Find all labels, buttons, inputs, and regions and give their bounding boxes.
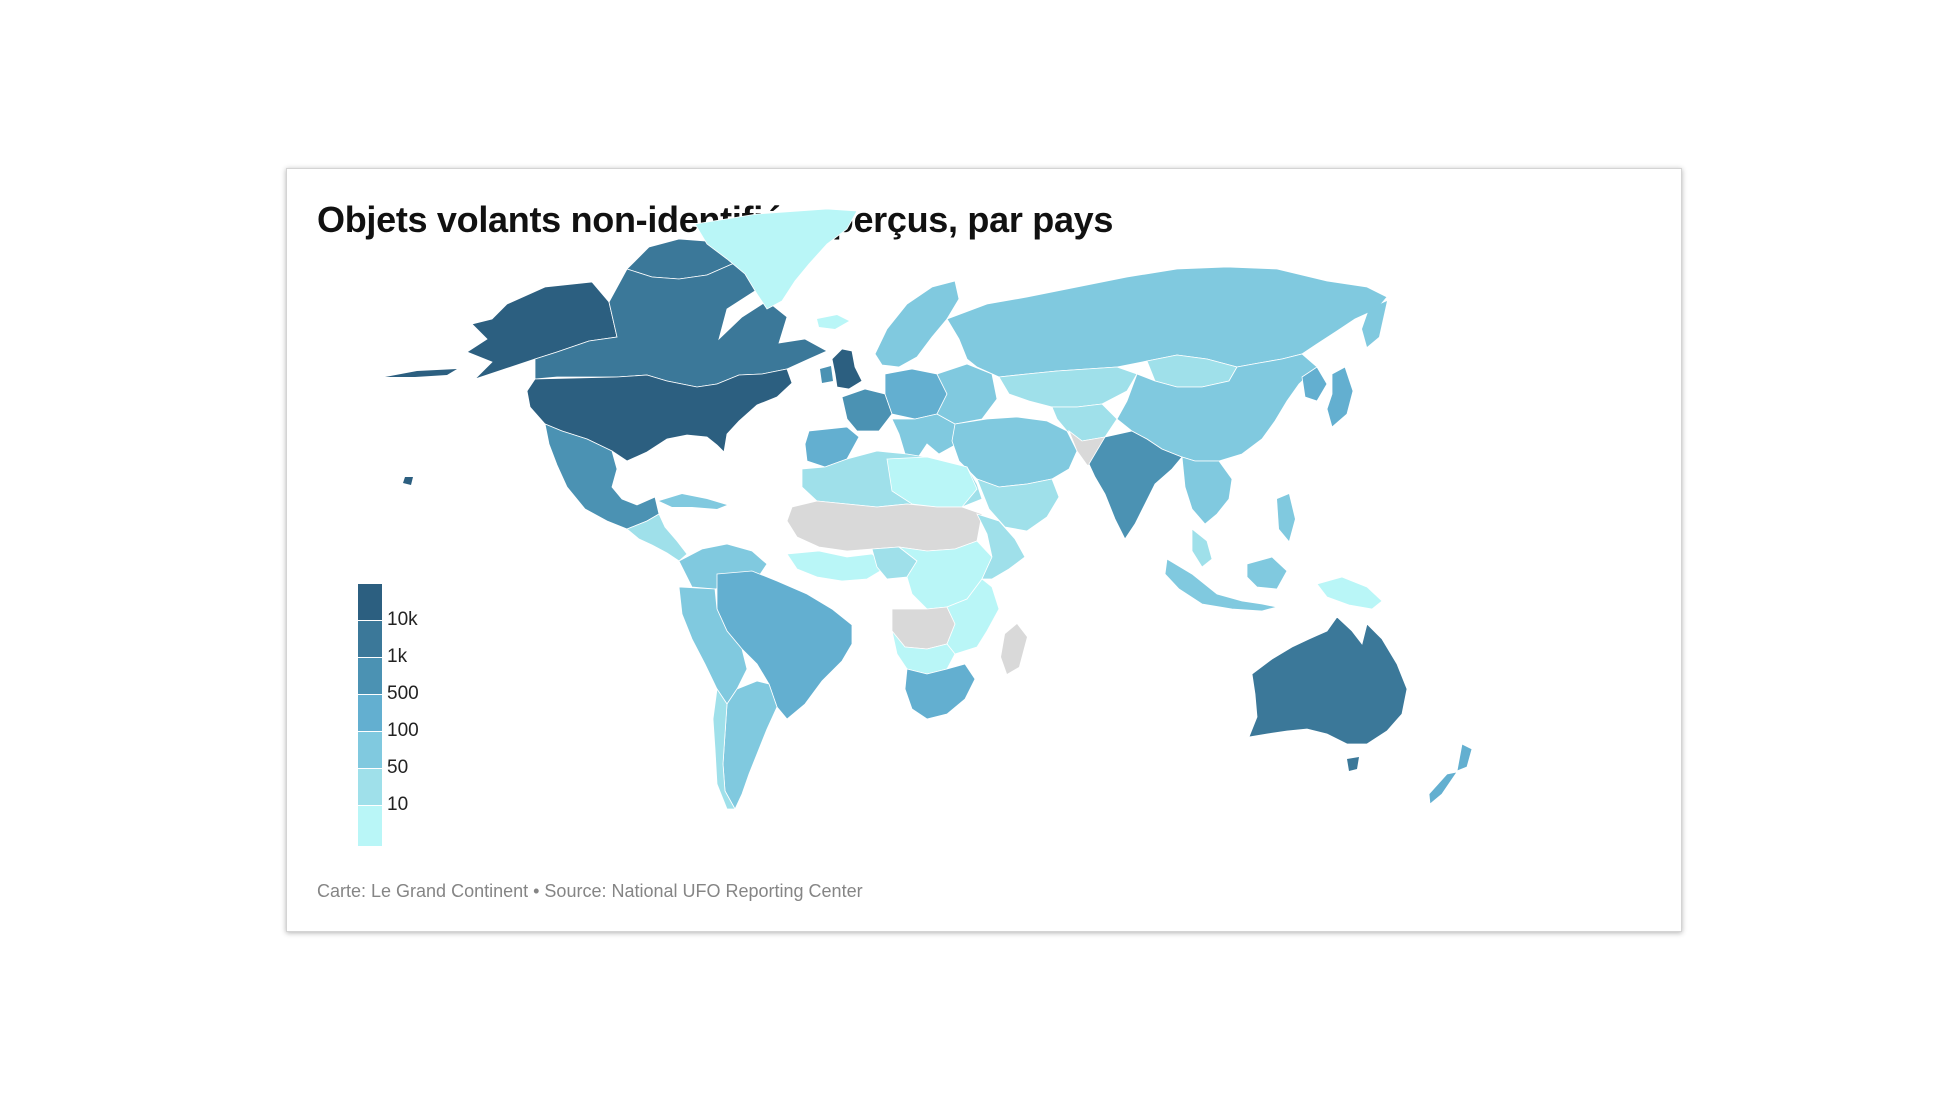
region-hawaii [403, 477, 413, 485]
region-angola-namibia [891, 630, 956, 675]
legend-swatch-2 [358, 621, 382, 657]
region-uk [831, 348, 863, 390]
region-korea-japan [1301, 366, 1354, 428]
region-australia [1248, 616, 1408, 745]
region-mexico [544, 423, 660, 530]
region-arabia [976, 478, 1060, 532]
region-argentina [722, 680, 778, 810]
legend-tick-label: 50 [387, 757, 409, 778]
world-map [385, 208, 1473, 810]
region-malay [1191, 528, 1213, 568]
region-southern-africa [946, 578, 1000, 655]
region-aleutians [385, 369, 457, 377]
region-china [1116, 353, 1318, 462]
legend-tick-label: 10 [387, 794, 409, 815]
region-caribbean [659, 494, 727, 509]
map-card: Objets volants non-identifiés aperçus, p… [286, 168, 1682, 932]
color-legend: 10k 1k 500 100 50 10 [358, 584, 448, 846]
region-new-zealand [1428, 743, 1473, 805]
region-iceland [817, 315, 849, 329]
legend-swatch-7 [358, 806, 382, 846]
region-middle-east [951, 416, 1078, 488]
legend-tick-label: 100 [387, 720, 419, 741]
region-kamchatka [1362, 301, 1387, 347]
legend-swatch-1 [358, 584, 382, 620]
region-scandinavia [874, 280, 960, 368]
region-papua [1316, 576, 1383, 610]
region-south-africa [904, 663, 976, 720]
region-eastern-europe [936, 363, 998, 425]
region-central-europe [884, 368, 948, 420]
legend-swatch-4 [358, 695, 382, 731]
legend-tick-label: 10k [387, 609, 418, 630]
region-southeast-asia [1181, 456, 1233, 525]
region-west-africa [786, 550, 888, 582]
region-france [841, 388, 893, 432]
region-chile [712, 687, 736, 810]
region-madagascar [1001, 624, 1027, 674]
legend-tick-label: 500 [387, 683, 419, 704]
region-east-africa [976, 513, 1026, 580]
legend-swatch-6 [358, 769, 382, 805]
region-sahel-nodata [786, 500, 983, 552]
region-greenland [694, 208, 858, 310]
region-central-america [626, 513, 688, 562]
region-ireland [820, 366, 833, 383]
region-tasmania [1347, 757, 1359, 771]
region-kazakhstan [998, 366, 1138, 408]
region-philippines [1277, 494, 1295, 541]
legend-swatch-5 [358, 732, 382, 768]
region-italy-balkans [891, 413, 958, 460]
legend-tick-label: 1k [387, 646, 408, 667]
legend-swatch-3 [358, 658, 382, 694]
region-alaska [466, 281, 618, 380]
region-indonesia [1164, 556, 1288, 612]
source-credit: Carte: Le Grand Continent • Source: Nati… [317, 881, 863, 901]
